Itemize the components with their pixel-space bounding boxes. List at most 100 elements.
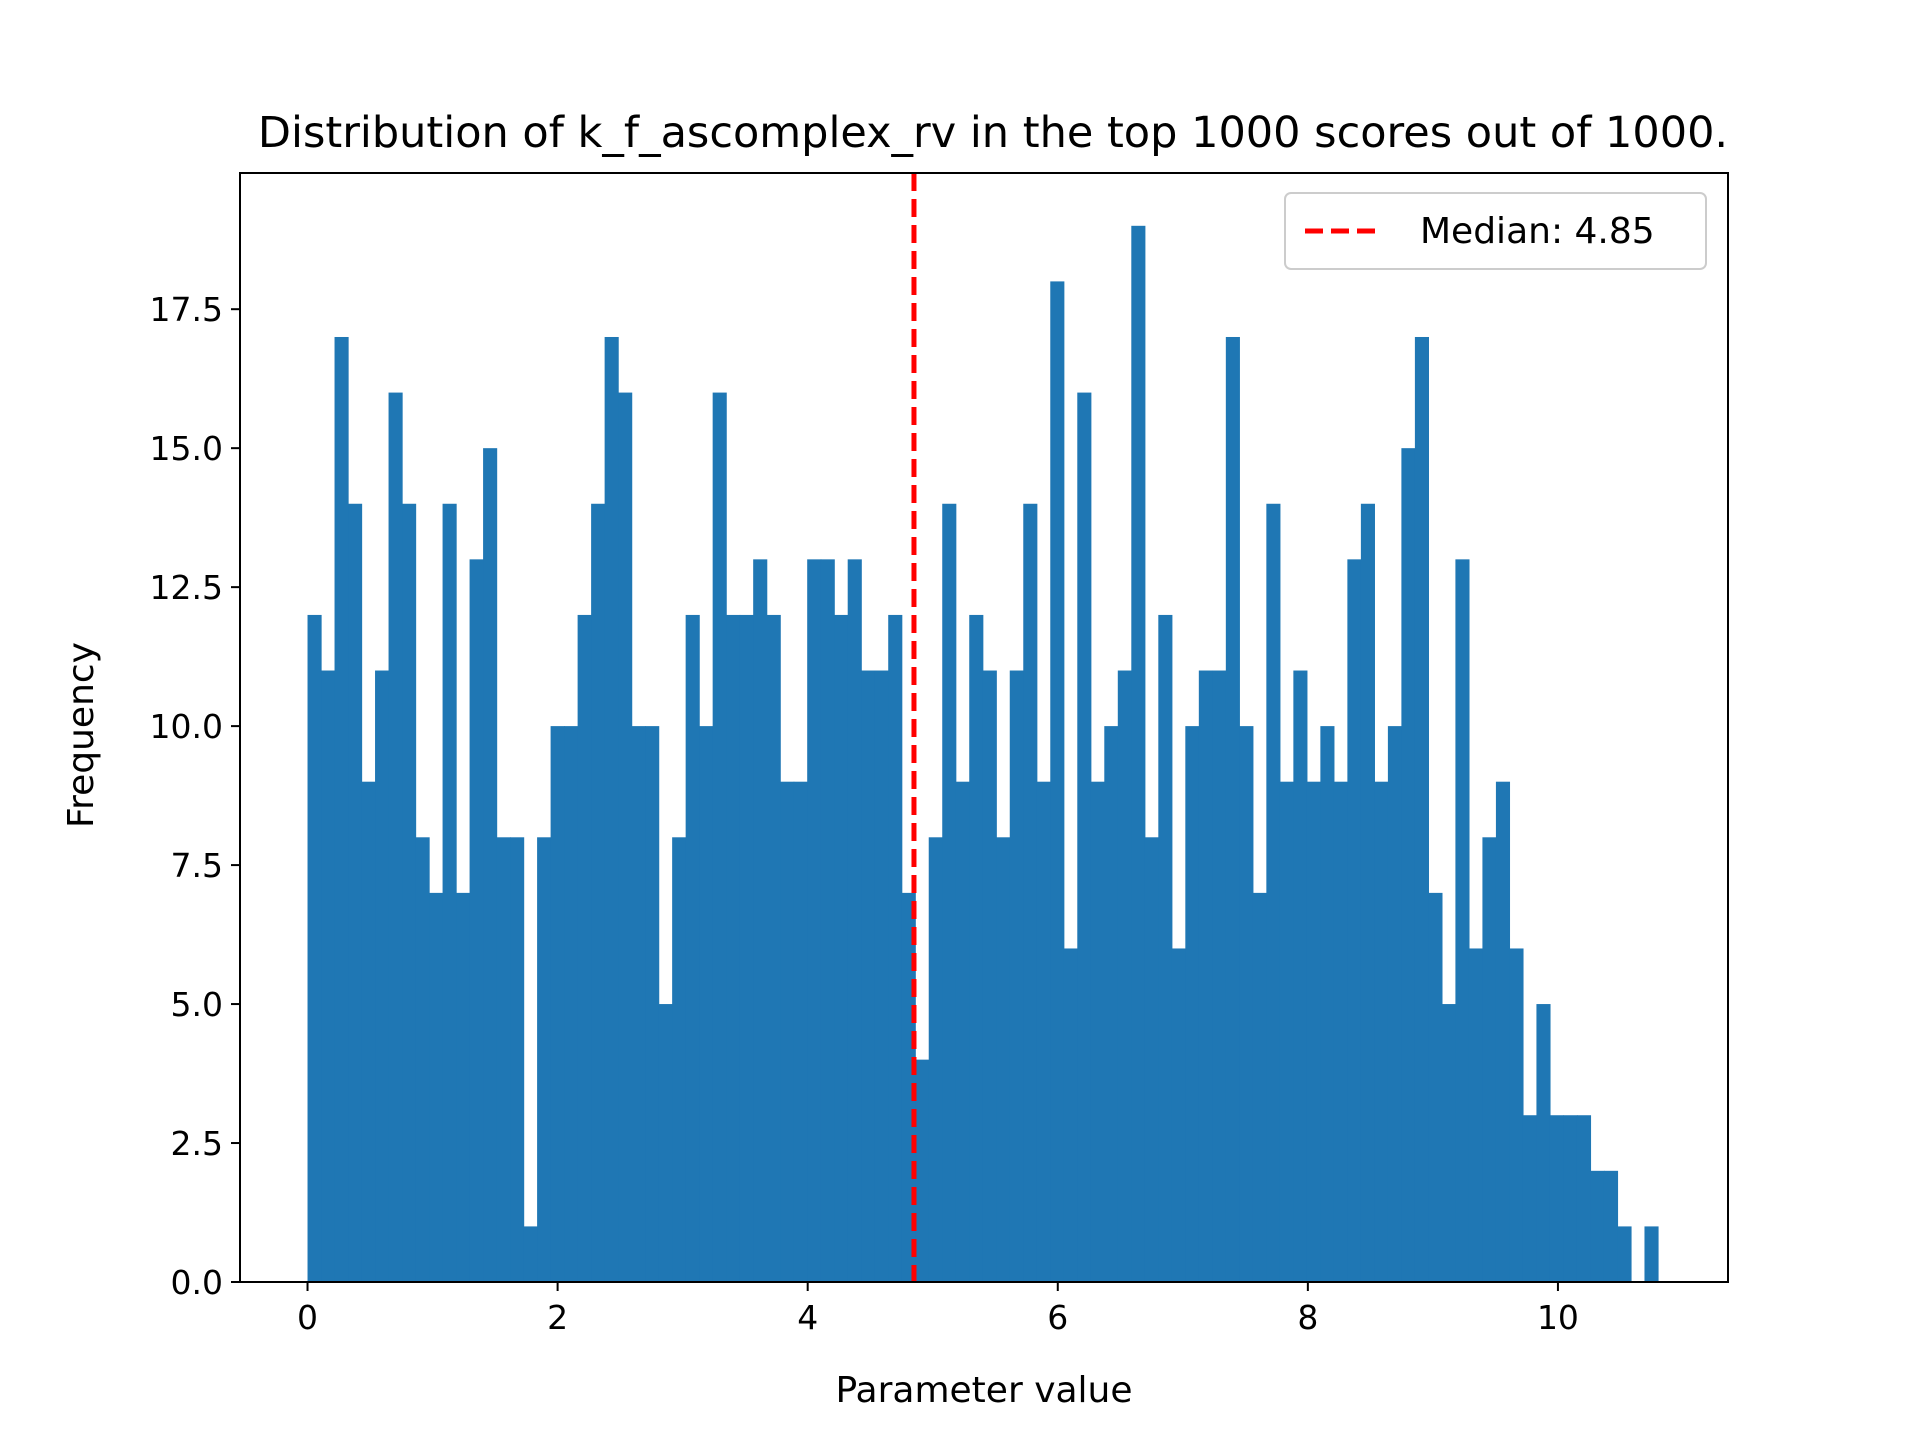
y-tick-label: 5.0 bbox=[171, 985, 223, 1024]
histogram-bar bbox=[1279, 781, 1294, 1282]
histogram-bar bbox=[726, 614, 741, 1282]
x-axis: 0 2 4 6 8 10 bbox=[297, 1282, 1579, 1337]
histogram-bar bbox=[1549, 1115, 1565, 1282]
histogram-bar bbox=[793, 781, 808, 1282]
histogram-bar bbox=[1428, 892, 1443, 1282]
y-tick-label: 10.0 bbox=[150, 707, 223, 746]
histogram-bar bbox=[537, 837, 552, 1282]
histogram-bar bbox=[1293, 670, 1308, 1282]
histogram-bar bbox=[1239, 726, 1254, 1282]
y-axis-label: Frequency bbox=[61, 642, 102, 828]
histogram-bar bbox=[807, 559, 822, 1282]
histogram-bar bbox=[321, 670, 336, 1282]
plot-frame bbox=[239, 172, 1729, 1283]
histogram-bar bbox=[1198, 670, 1213, 1282]
histogram-bar bbox=[1495, 781, 1511, 1282]
histogram-bar bbox=[1401, 448, 1416, 1282]
histogram-bar bbox=[645, 726, 660, 1282]
histogram-bar bbox=[1320, 726, 1335, 1282]
histogram-bar bbox=[955, 781, 970, 1282]
histogram-bar bbox=[1225, 336, 1240, 1283]
histogram-bar bbox=[1536, 1004, 1551, 1282]
x-tick-label: 4 bbox=[797, 1298, 818, 1337]
y-tick-label: 0.0 bbox=[171, 1263, 223, 1302]
histogram-bar bbox=[834, 614, 849, 1282]
histogram-bar bbox=[483, 448, 498, 1282]
histogram-bar bbox=[1306, 781, 1321, 1282]
histogram-bar bbox=[1360, 503, 1375, 1282]
histogram-bar bbox=[348, 503, 363, 1282]
histogram-bar bbox=[996, 837, 1011, 1282]
histogram-bar bbox=[942, 503, 957, 1282]
histogram-bar bbox=[1009, 670, 1024, 1282]
legend: Median: 4.85 bbox=[1284, 192, 1707, 270]
histogram-bar bbox=[685, 614, 700, 1282]
histogram-bar bbox=[1185, 726, 1200, 1282]
histogram-bar bbox=[307, 614, 322, 1282]
histogram-bar bbox=[631, 726, 646, 1282]
x-tick-label: 0 bbox=[297, 1298, 318, 1337]
histogram-bar bbox=[1077, 392, 1092, 1283]
histogram-bar bbox=[928, 837, 943, 1282]
histogram-bar bbox=[361, 781, 376, 1282]
histogram-bar bbox=[982, 670, 997, 1282]
histogram-bar bbox=[1374, 781, 1389, 1282]
histogram-bar bbox=[753, 559, 768, 1282]
histogram-bar bbox=[429, 892, 444, 1282]
bars-group bbox=[307, 225, 1659, 1283]
histogram-bar bbox=[604, 336, 619, 1283]
histogram-bar bbox=[658, 1004, 673, 1282]
histogram-bar bbox=[1468, 948, 1484, 1282]
histogram-bar bbox=[1644, 1226, 1659, 1282]
histogram-bar bbox=[469, 559, 484, 1282]
histogram-bar bbox=[1455, 559, 1470, 1282]
y-tick-label: 7.5 bbox=[171, 846, 223, 885]
histogram-bar bbox=[915, 1059, 930, 1282]
histogram-bar bbox=[618, 392, 633, 1283]
histogram-bar bbox=[1158, 614, 1173, 1282]
histogram-bar bbox=[564, 726, 579, 1282]
x-tick-label: 2 bbox=[547, 1298, 568, 1337]
histogram-bar bbox=[1522, 1115, 1538, 1282]
histogram-bar bbox=[415, 837, 430, 1282]
histogram-bar bbox=[1144, 837, 1159, 1282]
histogram-bar bbox=[523, 1226, 538, 1282]
x-tick-label: 6 bbox=[1047, 1298, 1068, 1337]
histogram-bar bbox=[510, 837, 525, 1282]
histogram-bar bbox=[766, 614, 781, 1282]
histogram-bar bbox=[1603, 1170, 1619, 1282]
histogram-bar bbox=[820, 559, 835, 1282]
histogram-bar bbox=[1266, 503, 1281, 1282]
histogram-bar bbox=[1050, 281, 1065, 1282]
y-tick-label: 17.5 bbox=[150, 290, 223, 329]
histogram-bar bbox=[672, 837, 687, 1282]
chart-title: Distribution of k_f_ascomplex_rv in the … bbox=[258, 108, 1728, 158]
histogram-bar bbox=[1617, 1226, 1632, 1282]
histogram-bar bbox=[496, 837, 511, 1282]
histogram-bar bbox=[861, 670, 876, 1282]
x-axis-label: Parameter value bbox=[835, 1370, 1132, 1411]
histogram-bar bbox=[456, 892, 471, 1282]
histogram-bar bbox=[402, 503, 417, 1282]
histogram-bar bbox=[1347, 559, 1362, 1282]
histogram-bar bbox=[1509, 948, 1524, 1282]
histogram-bar bbox=[1212, 670, 1227, 1282]
y-tick-label: 12.5 bbox=[150, 568, 223, 607]
histogram-bar bbox=[1023, 503, 1038, 1282]
x-tick-label: 10 bbox=[1537, 1298, 1579, 1337]
histogram-bar bbox=[1063, 948, 1078, 1282]
histogram-bar bbox=[739, 614, 754, 1282]
histogram-bar bbox=[1387, 726, 1402, 1282]
y-tick-label: 15.0 bbox=[150, 429, 223, 468]
histogram-bar bbox=[1333, 781, 1348, 1282]
histogram-bar bbox=[874, 670, 889, 1282]
histogram-bar bbox=[388, 392, 403, 1283]
histogram-bar bbox=[969, 614, 984, 1282]
histogram-bar bbox=[780, 781, 795, 1282]
histogram-bar bbox=[847, 559, 862, 1282]
histogram-bar bbox=[1171, 948, 1186, 1282]
histogram-bar bbox=[1252, 892, 1267, 1282]
histogram-bar bbox=[1131, 225, 1146, 1282]
histogram-bar bbox=[1441, 1004, 1457, 1282]
